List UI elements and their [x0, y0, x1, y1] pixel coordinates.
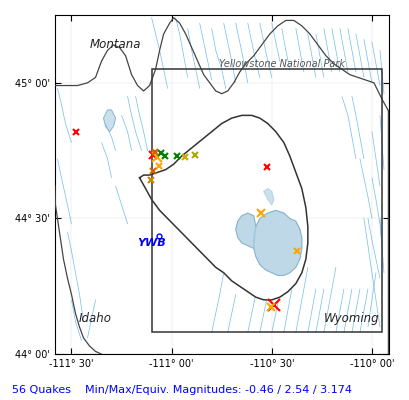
Polygon shape	[235, 213, 255, 248]
Polygon shape	[139, 115, 307, 300]
Text: Yellowstone National Park: Yellowstone National Park	[218, 59, 344, 69]
Polygon shape	[263, 189, 273, 205]
Polygon shape	[253, 210, 301, 276]
Text: Idaho: Idaho	[79, 312, 112, 325]
Text: Wyoming: Wyoming	[324, 312, 379, 325]
Text: Montana: Montana	[90, 38, 141, 51]
Text: YWB: YWB	[137, 238, 166, 248]
Polygon shape	[103, 110, 115, 132]
Bar	[151, 69, 381, 332]
Text: 56 Quakes    Min/Max/Equiv. Magnitudes: -0.46 / 2.54 / 3.174: 56 Quakes Min/Max/Equiv. Magnitudes: -0.…	[12, 385, 351, 395]
